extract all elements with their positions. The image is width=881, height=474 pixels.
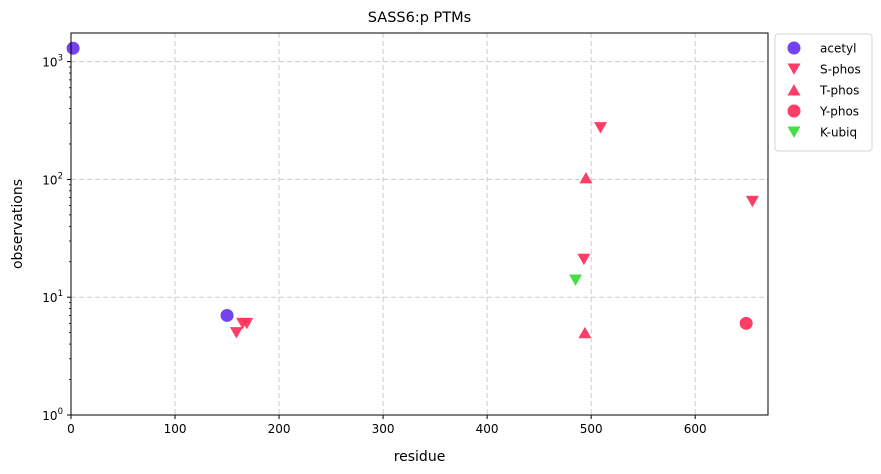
legend-box <box>774 33 873 152</box>
y-tick-label: 102 <box>42 171 63 187</box>
acetyl-point <box>66 41 80 55</box>
plot-area <box>70 32 769 416</box>
grid <box>70 33 768 416</box>
legend-label: Y-phos <box>819 105 859 119</box>
x-tick-label: 0 <box>67 422 75 436</box>
legend-marker-Y-phos <box>787 104 801 118</box>
legend-label: T-phos <box>819 84 859 98</box>
x-tick-label: 200 <box>268 422 291 436</box>
legend: acetyl S-phos T-phos Y-phos K-ubiq <box>774 33 873 152</box>
legend-marker-S-phos <box>787 63 801 75</box>
x-tick-label: 400 <box>476 422 499 436</box>
legend-marker-K-ubiq <box>787 126 801 138</box>
y-axis-title: observations <box>10 179 26 269</box>
legend-marker-T-phos <box>787 84 801 96</box>
S-phos-point <box>594 122 608 134</box>
data-points <box>66 41 759 339</box>
S-phos-point <box>577 253 591 266</box>
x-axis: 0 100 200 300 400 500 600 <box>67 415 707 436</box>
x-tick-label: 500 <box>580 422 603 436</box>
legend-label: acetyl <box>820 42 856 56</box>
x-tick-label: 300 <box>372 422 395 436</box>
x-tick-label: 600 <box>684 422 707 436</box>
legend-label: S-phos <box>820 63 861 77</box>
T-phos-point <box>579 172 593 184</box>
y-tick-label: 100 <box>42 407 63 423</box>
chart-title: SASS6:p PTMs <box>368 10 471 26</box>
legend-marker-acetyl <box>787 41 801 55</box>
S-phos-point <box>229 327 243 339</box>
K-ubiq-point <box>569 274 583 286</box>
x-tick-label: 100 <box>164 422 187 436</box>
legend-label: K-ubiq <box>820 126 857 140</box>
S-phos-point <box>745 195 759 208</box>
T-phos-point <box>578 326 592 339</box>
y-axis: 100 101 102 103 <box>42 54 71 423</box>
acetyl-point <box>220 308 234 322</box>
y-tick-label: 103 <box>42 54 63 70</box>
y-tick-label: 101 <box>42 289 63 305</box>
x-axis-title: residue <box>394 449 446 465</box>
Y-phos-point <box>739 316 753 330</box>
S-phos-point <box>240 317 254 330</box>
